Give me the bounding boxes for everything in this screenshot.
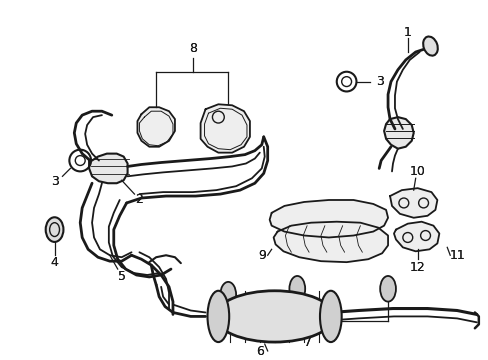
Text: 12: 12	[409, 261, 425, 274]
Polygon shape	[89, 154, 127, 183]
Text: 4: 4	[51, 256, 59, 269]
Text: 3: 3	[375, 75, 383, 88]
Text: 12: 12	[409, 261, 425, 274]
Ellipse shape	[220, 282, 236, 307]
Text: 1: 1	[403, 26, 411, 39]
Text: 2: 2	[135, 193, 143, 207]
Text: 6: 6	[255, 346, 263, 359]
Ellipse shape	[45, 217, 63, 242]
Polygon shape	[269, 200, 387, 238]
Ellipse shape	[289, 276, 305, 302]
Text: 3: 3	[51, 175, 59, 188]
Polygon shape	[393, 222, 438, 251]
Text: 8: 8	[188, 41, 196, 55]
Ellipse shape	[379, 276, 395, 302]
Text: 9: 9	[257, 249, 265, 262]
Text: 6: 6	[255, 346, 263, 359]
Text: 9: 9	[257, 249, 265, 262]
Text: 5: 5	[118, 270, 125, 283]
Text: 7: 7	[304, 336, 311, 348]
Polygon shape	[384, 117, 413, 149]
Text: 7: 7	[304, 336, 311, 348]
Text: 3: 3	[51, 175, 59, 188]
Ellipse shape	[207, 291, 229, 342]
Text: 10: 10	[409, 165, 425, 178]
Polygon shape	[389, 188, 436, 218]
Ellipse shape	[319, 291, 341, 342]
Text: 2: 2	[135, 193, 143, 207]
Text: 10: 10	[409, 165, 425, 178]
Text: 4: 4	[51, 256, 59, 269]
Text: 1: 1	[403, 26, 411, 39]
Text: 5: 5	[118, 270, 125, 283]
Text: 11: 11	[448, 249, 464, 262]
Text: 8: 8	[188, 41, 196, 55]
Ellipse shape	[422, 36, 437, 56]
Polygon shape	[200, 104, 249, 153]
Text: 11: 11	[448, 249, 464, 262]
Text: 3: 3	[375, 75, 383, 88]
Ellipse shape	[215, 291, 333, 342]
Polygon shape	[273, 222, 387, 262]
Polygon shape	[137, 107, 175, 147]
